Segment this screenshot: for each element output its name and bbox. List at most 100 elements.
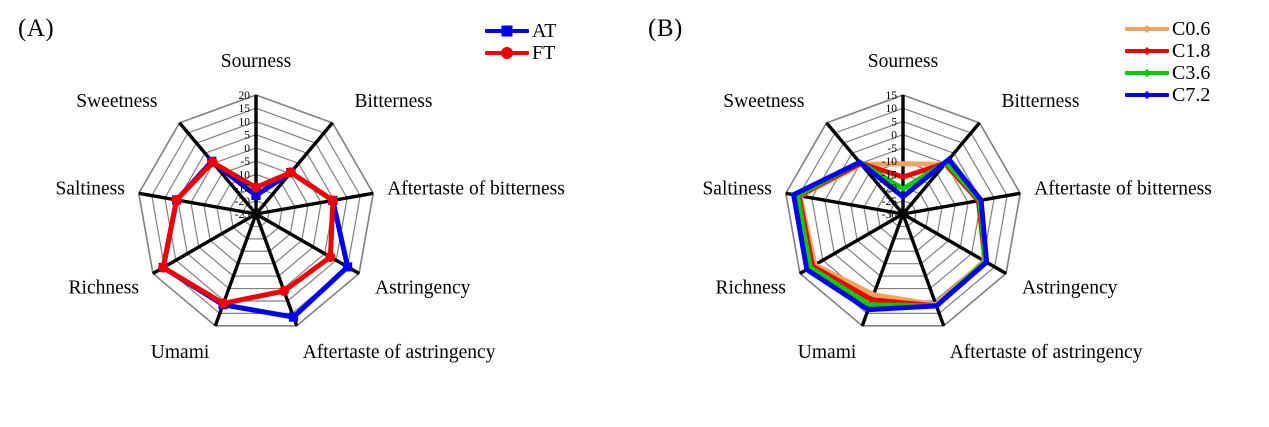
legend-key-swatch bbox=[1125, 22, 1169, 36]
radial-tick-label: -20 bbox=[235, 196, 251, 208]
legend-label: C7.2 bbox=[1172, 83, 1211, 106]
grid-ring bbox=[242, 200, 270, 228]
panel-b-legend: C0.6 C1.8 C3.6 C7.2 bbox=[1125, 18, 1210, 105]
grid-ring bbox=[863, 173, 943, 252]
legend-marker-tick bbox=[1145, 47, 1149, 54]
axis-label-aftertaste-of-astringency: Aftertaste of astringency bbox=[950, 342, 1143, 363]
axis-spoke bbox=[255, 212, 360, 275]
data-point-marker bbox=[207, 157, 218, 168]
legend-key-swatch bbox=[485, 24, 529, 38]
legend-marker-circle bbox=[501, 46, 513, 59]
axis-label-sweetness: Sweetness bbox=[723, 91, 804, 112]
legend-row[interactable]: C3.6 bbox=[1125, 62, 1210, 83]
radial-tick-label: -30 bbox=[882, 209, 898, 221]
legend-row[interactable]: AT bbox=[485, 20, 556, 41]
radial-tick-label: 20 bbox=[239, 90, 251, 102]
radial-tick-label: 0 bbox=[891, 130, 897, 142]
legend-row[interactable]: FT bbox=[485, 42, 556, 63]
legend-marker-tick bbox=[1145, 91, 1149, 98]
grid-ring bbox=[164, 120, 348, 302]
grid-ring bbox=[850, 160, 956, 265]
data-point-marker bbox=[325, 251, 336, 263]
data-point-marker bbox=[288, 312, 299, 322]
grid-ring bbox=[229, 186, 283, 240]
legend-label: AT bbox=[532, 19, 557, 42]
data-point-marker bbox=[343, 262, 353, 272]
series-polygon-c7.2 bbox=[790, 155, 990, 313]
axis-spoke bbox=[902, 191, 1021, 216]
radial-tick-label: -25 bbox=[882, 196, 898, 208]
grid-ring bbox=[216, 173, 296, 252]
axis-label-astringency: Astringency bbox=[1022, 278, 1118, 299]
legend-key-swatch bbox=[485, 46, 529, 60]
data-point-marker bbox=[327, 195, 338, 206]
grid-ring bbox=[837, 147, 969, 277]
radial-tick-label: -15 bbox=[882, 169, 898, 181]
axis-label-astringency: Astringency bbox=[375, 278, 471, 299]
axis-spoke bbox=[902, 212, 1007, 275]
data-point-marker bbox=[171, 194, 182, 206]
grid-ring bbox=[798, 107, 1008, 314]
radial-tick-label: -5 bbox=[887, 143, 897, 155]
axis-label-bitterness: Bitterness bbox=[354, 91, 432, 112]
series-polygon-ft bbox=[160, 159, 336, 307]
radial-tick-label: 10 bbox=[239, 116, 251, 128]
grid-ring bbox=[151, 107, 361, 314]
data-point-marker bbox=[285, 167, 296, 178]
grid-ring bbox=[203, 160, 309, 265]
axis-spoke bbox=[138, 191, 257, 216]
axis-spoke bbox=[152, 212, 257, 275]
grid-ring bbox=[784, 94, 1022, 327]
radial-tick-label: 5 bbox=[891, 116, 897, 128]
radial-tick-label: 10 bbox=[886, 103, 898, 115]
axis-label-aftertaste-of-astringency: Aftertaste of astringency bbox=[303, 342, 496, 363]
axis-label-richness: Richness bbox=[69, 278, 139, 299]
panel-a: (A) 20 15 10 5 0 -5 -10 -15 -20 -25 Sourness Bitter… bbox=[0, 0, 634, 427]
legend-marker-tick bbox=[1145, 25, 1149, 32]
legend-marker-square bbox=[501, 25, 513, 36]
data-point-marker bbox=[158, 262, 169, 273]
axis-label-saltiness: Saltiness bbox=[702, 178, 771, 199]
legend-marker-tick bbox=[1145, 69, 1149, 76]
legend-row[interactable]: C1.8 bbox=[1125, 40, 1210, 61]
radial-tick-label: 15 bbox=[239, 103, 251, 115]
axis-spoke bbox=[254, 213, 299, 327]
legend-label: FT bbox=[532, 41, 556, 64]
axis-spoke bbox=[785, 191, 904, 216]
axis-label-umami: Umami bbox=[151, 342, 210, 363]
radial-tick-label: -10 bbox=[882, 156, 898, 168]
panel-b-tag: (B) bbox=[648, 15, 683, 42]
legend-key-swatch bbox=[1125, 44, 1169, 58]
legend-label: C1.8 bbox=[1172, 39, 1211, 62]
panel-a-legend: AT FT bbox=[485, 20, 556, 63]
legend-key-swatch bbox=[1125, 88, 1169, 102]
radial-tick-label: 15 bbox=[886, 90, 898, 102]
radial-tick-label: -5 bbox=[240, 156, 250, 168]
radial-tick-label: -20 bbox=[882, 183, 898, 195]
grid-ring bbox=[137, 94, 375, 327]
legend-label: C3.6 bbox=[1172, 61, 1211, 84]
panel-b: (B) 15 10 5 0 -5 -10 -15 -20 -25 -30 Sourness Bitte… bbox=[634, 0, 1268, 427]
axis-label-saltiness: Saltiness bbox=[55, 178, 124, 199]
radial-tick-label: 5 bbox=[244, 130, 250, 142]
axis-label-sourness: Sourness bbox=[868, 51, 938, 72]
data-point-marker bbox=[250, 182, 262, 193]
axis-label-bitterness: Bitterness bbox=[1001, 91, 1079, 112]
legend-row[interactable]: C7.2 bbox=[1125, 84, 1210, 105]
data-point-marker bbox=[218, 298, 229, 309]
grid-ring bbox=[177, 134, 335, 290]
axis-label-umami: Umami bbox=[798, 342, 857, 363]
legend-row[interactable]: C0.6 bbox=[1125, 18, 1210, 39]
grid-ring bbox=[889, 200, 917, 228]
panel-a-tag: (A) bbox=[18, 15, 55, 42]
axis-label-richness: Richness bbox=[716, 278, 786, 299]
grid-ring bbox=[876, 186, 930, 240]
axis-spoke bbox=[255, 191, 374, 216]
data-point-marker bbox=[251, 190, 261, 201]
axis-label-aftertaste-of-bitterness: Aftertaste of bitterness bbox=[1034, 178, 1212, 199]
axis-label-sourness: Sourness bbox=[221, 51, 291, 72]
radial-tick-label: -25 bbox=[235, 209, 251, 221]
